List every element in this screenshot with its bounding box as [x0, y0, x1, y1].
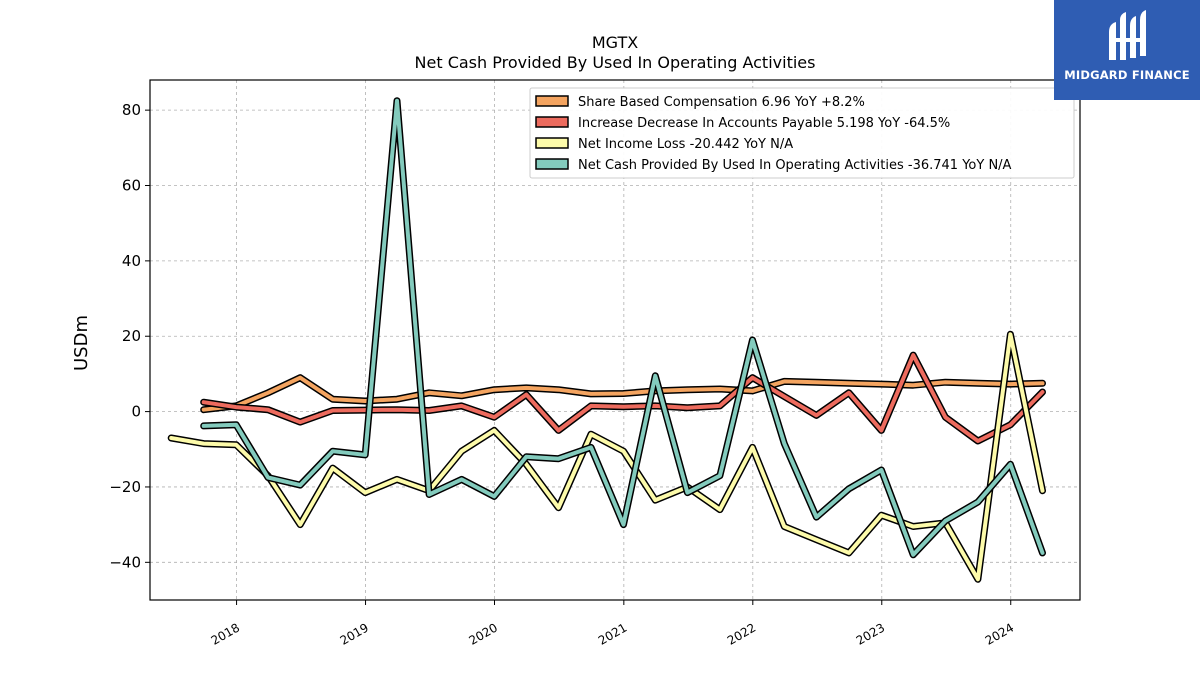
legend-box: [529, 87, 1075, 179]
legend-entry: Net Cash Provided By Used In Operating A…: [578, 158, 1012, 173]
y-tick-label: 80: [122, 101, 141, 119]
y-tick-label: −20: [109, 478, 141, 496]
y-tick-label: 60: [122, 177, 141, 195]
x-tick-label: 2021: [596, 620, 629, 647]
x-tick-label: 2018: [209, 620, 242, 647]
chart-title: MGTX: [592, 33, 638, 52]
y-tick-label: −40: [109, 553, 141, 571]
brand-logo: MIDGARD FINANCE: [1054, 0, 1200, 100]
legend-entry: Net Income Loss -20.442 YoY N/A: [578, 137, 793, 152]
x-tick-label: 2019: [338, 620, 371, 647]
brand-name: MIDGARD FINANCE: [1064, 68, 1190, 82]
axis-ticks: −40 −20 0 20 40 60 80 2018 2019 2020 2021 2022 2023 2…: [109, 101, 1016, 648]
plot-frame: [149, 79, 1081, 601]
y-tick-label: 20: [122, 327, 141, 345]
series-line: [201, 353, 1045, 443]
legend-swatch: [535, 116, 569, 128]
y-axis-label: USDm: [71, 315, 92, 371]
y-tick-label: 40: [122, 252, 141, 270]
legend: Share Based Compensation 6.96 YoY +8.2% I…: [529, 87, 1075, 179]
legend-entry: Share Based Compensation 6.96 YoY +8.2%: [578, 95, 865, 110]
x-tick-label: 2020: [467, 620, 500, 647]
midgard-logo-icon: [1109, 10, 1146, 60]
series-lines: [167, 97, 1046, 583]
legend-swatch: [535, 158, 569, 170]
legend-swatch: [535, 137, 569, 149]
x-tick-label: 2022: [725, 620, 758, 647]
x-tick-label: 2024: [983, 620, 1016, 647]
chart-subtitle: Net Cash Provided By Used In Operating A…: [415, 53, 816, 72]
legend-swatch: [535, 95, 569, 107]
series-line: [201, 98, 1045, 557]
y-tick-label: 0: [131, 403, 141, 421]
legend-entry: Increase Decrease In Accounts Payable 5.…: [578, 116, 950, 131]
x-tick-label: 2023: [854, 620, 887, 647]
